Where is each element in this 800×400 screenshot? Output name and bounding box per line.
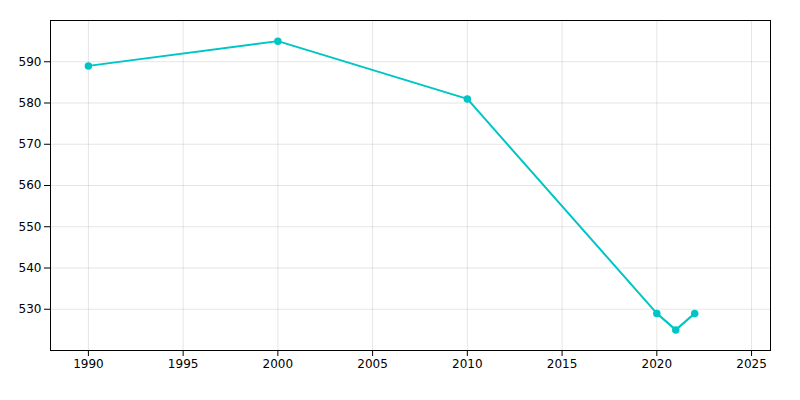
svg-text:590: 590 [19,55,42,69]
svg-text:530: 530 [19,302,42,316]
svg-text:550: 550 [19,220,42,234]
svg-text:580: 580 [19,96,42,110]
svg-text:2005: 2005 [357,357,388,371]
svg-text:2015: 2015 [547,357,578,371]
svg-text:540: 540 [19,261,42,275]
svg-text:560: 560 [19,178,42,192]
svg-text:1995: 1995 [168,357,199,371]
svg-text:570: 570 [19,137,42,151]
svg-text:1990: 1990 [73,357,104,371]
svg-text:2025: 2025 [736,357,767,371]
svg-text:2020: 2020 [642,357,673,371]
svg-text:2000: 2000 [263,357,294,371]
svg-text:2010: 2010 [452,357,483,371]
